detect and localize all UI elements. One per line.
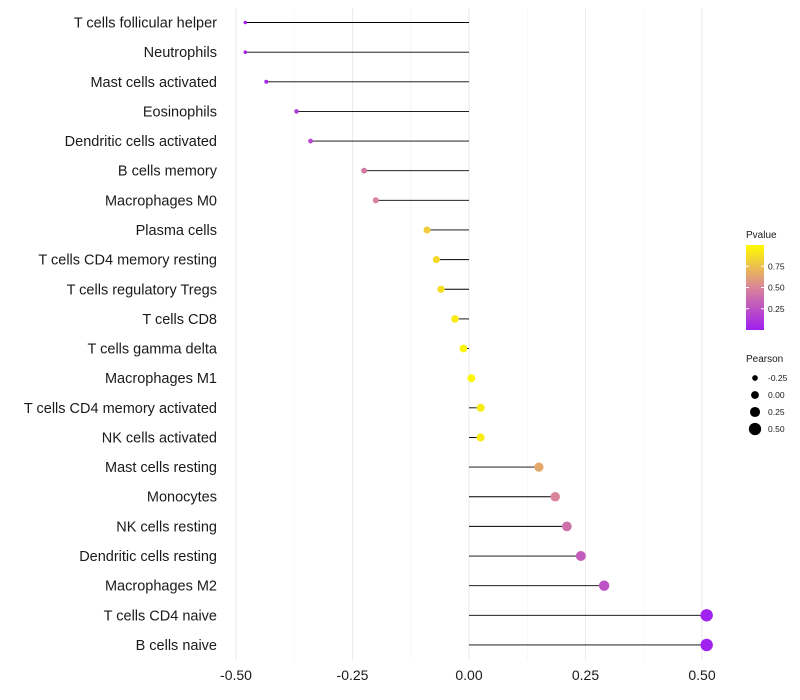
lollipop-point <box>294 109 299 114</box>
lollipop-point <box>534 462 544 472</box>
lollipop-point <box>550 491 560 502</box>
category-label: T cells CD4 naive <box>104 608 217 624</box>
size-legend-label: -0.25 <box>768 373 788 383</box>
lollipop-point <box>467 374 476 383</box>
category-labels: T cells follicular helper Neutrophils Mast… <box>24 16 218 654</box>
category-label: T cells follicular helper <box>74 16 217 32</box>
category-label: Macrophages M0 <box>105 193 217 209</box>
category-label: Plasma cells <box>136 223 217 239</box>
lollipop-point <box>700 638 713 652</box>
point-layer <box>243 20 713 652</box>
lollipop-point <box>423 226 431 234</box>
color-legend-title: Pvalue <box>746 230 777 241</box>
colorbar-label: 0.75 <box>768 261 785 271</box>
lollipop-point <box>432 255 441 264</box>
colorbar-label: 0.25 <box>768 304 785 314</box>
lollipop-point <box>372 197 379 204</box>
category-label: B cells memory <box>118 164 218 180</box>
stem-layer <box>245 22 707 646</box>
category-label: T cells CD4 memory activated <box>24 401 217 417</box>
size-legend-dot <box>751 391 759 399</box>
size-legend-label: 0.25 <box>768 407 785 417</box>
category-label: NK cells resting <box>116 519 217 535</box>
colorbar-label: 0.50 <box>768 283 785 293</box>
lollipop-point <box>476 433 485 442</box>
size-legend-dot <box>752 375 758 381</box>
category-label: T cells CD4 memory resting <box>38 253 217 269</box>
size-legend-keys: -0.25 0.00 0.25 0.50 <box>748 373 788 436</box>
category-label: Eosinophils <box>143 104 217 120</box>
category-label: Monocytes <box>147 490 217 506</box>
size-legend-label: 0.00 <box>768 390 785 400</box>
size-legend-dot <box>748 422 762 436</box>
category-label: Dendritic cells activated <box>65 134 217 150</box>
lollipop-point <box>437 285 445 293</box>
x-tick-label: -0.50 <box>220 667 252 683</box>
lollipop-point <box>451 315 459 323</box>
size-legend-label: 0.50 <box>768 424 785 434</box>
lollipop-point <box>476 403 485 412</box>
lollipop-point <box>361 167 368 174</box>
lollipop-point <box>308 138 313 144</box>
size-legend-dot <box>749 406 761 418</box>
lollipop-point <box>264 79 269 84</box>
category-label: B cells naive <box>136 638 217 654</box>
lollipop-point <box>243 50 248 54</box>
x-tick-label: -0.25 <box>337 667 369 683</box>
x-tick-labels: -0.50 -0.25 0.00 0.25 0.50 <box>220 667 716 683</box>
category-label: Dendritic cells resting <box>79 549 217 565</box>
size-legend-title: Pearson <box>746 354 783 365</box>
lollipop-point <box>700 609 713 622</box>
lollipop-point <box>575 551 586 562</box>
grid-layer <box>235 8 703 660</box>
category-label: Mast cells activated <box>90 75 217 91</box>
x-tick-label: 0.25 <box>572 667 599 683</box>
x-tick-label: 0.50 <box>688 667 715 683</box>
color-legend-ticks: 0.75 0.50 0.25 <box>746 261 785 314</box>
category-label: T cells CD8 <box>142 312 217 328</box>
lollipop-point <box>598 580 610 591</box>
color-legend-bar <box>746 245 764 330</box>
category-label: T cells regulatory Tregs <box>67 282 217 298</box>
lollipop-point <box>561 521 572 532</box>
legend: Pvalue 0.75 0.50 0.25 Pearson -0.25 0.00 0.2… <box>746 230 788 436</box>
category-label: Mast cells resting <box>105 460 217 476</box>
lollipop-point <box>243 20 248 25</box>
category-label: Macrophages M1 <box>105 371 217 387</box>
x-tick-label: 0.00 <box>455 667 482 683</box>
category-label: T cells gamma delta <box>88 342 218 358</box>
lollipop-point <box>459 344 468 353</box>
category-label: NK cells activated <box>102 430 217 446</box>
category-label: Macrophages M2 <box>105 579 217 595</box>
category-label: Neutrophils <box>144 45 217 61</box>
